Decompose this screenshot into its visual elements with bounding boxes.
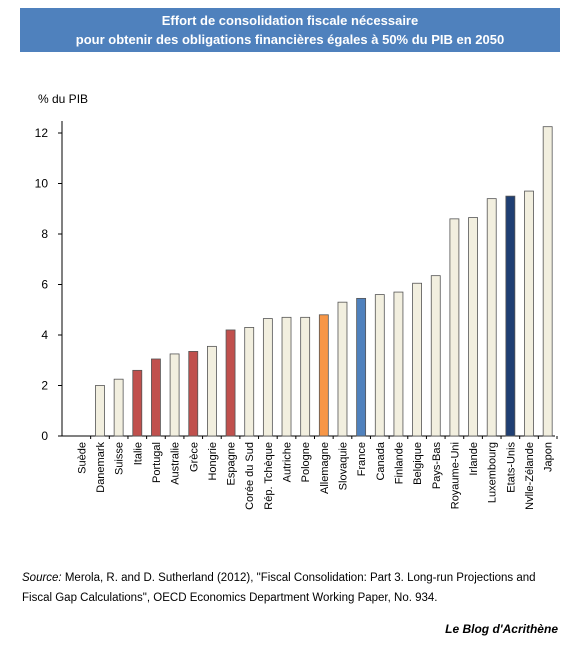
x-tick-label: Pays-Bas [431,442,443,490]
bar-12 [300,316,311,437]
x-tick-label: Belgique [412,442,424,485]
chart-title-line-1: Effort de consolidation fiscale nécessai… [161,13,419,28]
x-tick-label: Grèce [188,442,200,472]
bar-24 [524,190,534,437]
x-tick-label: Japon [543,442,555,472]
x-tick-label: Irlande [468,442,480,476]
x-tick-label: Danemark [95,442,107,493]
x-tick-label: Espagne [226,442,238,485]
x-tick-label: Suède [76,442,88,474]
x-tick-label: Portugal [151,442,163,483]
x-tick-label: Finlande [393,442,405,484]
bar-13 [318,314,329,437]
x-tick-label: Luxembourg [487,442,499,503]
y-tick-label: 10 [35,177,49,191]
bar-10 [262,318,273,437]
x-tick-label: Hongrie [207,442,219,481]
y-tick-label: 6 [41,278,48,292]
x-tick-label: Pologne [300,442,312,482]
bar-chart: % du PIB 0 2 4 6 8 10 12 Suède Danemark Suisse Ital… [35,92,558,510]
y-axis-label: % du PIB [38,92,88,106]
x-tick-label: France [356,442,368,476]
bar-18 [412,282,422,437]
source-label: Source: [22,572,62,584]
x-tick-label: Corée du Sud [244,442,256,510]
bar-20 [449,218,460,437]
y-tick-label: 4 [41,328,48,342]
bar-9 [244,327,255,437]
x-tick-label: Canada [375,441,387,480]
x-tick-label: Etats-Unis [505,442,517,493]
bar-2 [113,378,124,437]
bar-21 [468,217,478,437]
x-tick-label: Autriche [282,442,294,482]
chart-title-line-2: pour obtenir des obligations financières… [75,32,505,47]
chart-title: Effort de consolidation fiscale nécessai… [20,8,560,52]
bar-14 [337,301,348,437]
x-tick-label: Royaume-Uni [449,442,461,509]
x-tick-label: Allemagne [319,442,331,494]
bar-17 [393,291,404,437]
y-tick-label: 8 [41,227,48,241]
bar-6 [188,351,199,437]
bar-23 [505,195,516,437]
x-tick-label: Italie [132,442,144,465]
x-tick-label: Australie [170,442,182,485]
source-text: Merola, R. and D. Sutherland (2012), "Fi… [22,572,536,604]
bar-16 [374,294,385,437]
bar-22 [486,198,497,437]
x-tick-label: Nvlle-Zélande [524,442,536,510]
x-tick-label: Rép. Tchèque [263,442,275,510]
bar-1 [95,385,105,437]
bar-3 [132,369,143,437]
bar-5 [169,353,180,437]
bar-19 [430,275,441,437]
bar-11 [281,316,292,437]
bar-15 [356,297,367,437]
bar-8 [225,329,236,437]
y-tick-label: 2 [41,379,48,393]
blog-signature: Le Blog d'Acrithène [445,622,558,636]
bar-25 [542,126,553,437]
x-tick-label: Slovaquie [337,442,349,490]
bar-4 [151,358,161,437]
y-tick-label: 12 [35,126,49,140]
x-tick-label: Suisse [114,442,126,475]
y-tick-label: 0 [41,429,48,443]
source-note: Source: Merola, R. and D. Sutherland (20… [22,568,562,608]
bar-7 [207,345,217,437]
